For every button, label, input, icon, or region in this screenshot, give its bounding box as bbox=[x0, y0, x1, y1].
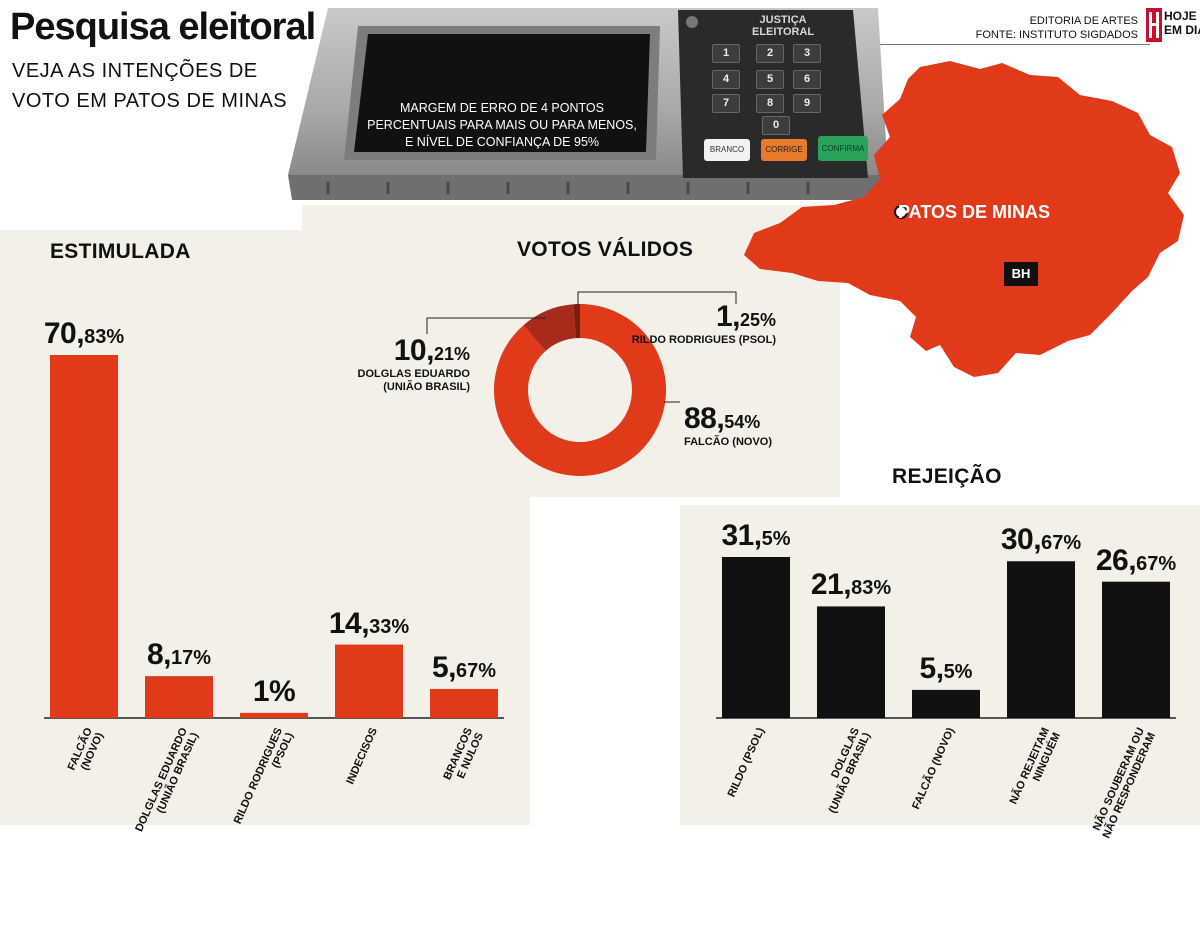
donut-value-0: 88,54% bbox=[684, 402, 864, 436]
votos-validos-title: VOTOS VÁLIDOS bbox=[517, 238, 694, 261]
credit-editoria: EDITORIA DE ARTES bbox=[1029, 15, 1138, 27]
credits: EDITORIA DE ARTES FONTE: INSTITUTO SIGDA… bbox=[976, 14, 1138, 42]
rejeicao-value-2-dec: 5% bbox=[943, 660, 973, 683]
city-marker-icon bbox=[894, 205, 908, 219]
donut-name-1-line-0: DOLGLAS EDUARDO bbox=[357, 368, 470, 380]
urn-key-4: 4 bbox=[712, 70, 740, 89]
donut-value-0-int: 88, bbox=[684, 402, 725, 435]
urn-key-3: 3 bbox=[793, 44, 821, 63]
logo-text: HOJE EM DIA bbox=[1164, 9, 1200, 37]
capital-label: BH bbox=[1004, 262, 1038, 286]
estimulada-value-1-dec: 17% bbox=[171, 647, 212, 670]
donut-value-2: 1,25% bbox=[596, 300, 776, 334]
donut-label-0: 88,54% FALCÃO (NOVO) bbox=[684, 402, 864, 449]
donut-name-1-line-1: (UNIÃO BRASIL) bbox=[383, 381, 470, 393]
rejeicao-value-3: 30,67% bbox=[981, 523, 1101, 557]
estimulada-value-3: 14,33% bbox=[309, 607, 429, 641]
newspaper-logo: HOJE EM DIA bbox=[1146, 8, 1200, 42]
rejeicao-value-1-dec: 83% bbox=[851, 577, 892, 600]
urn-key-2: 2 bbox=[756, 44, 784, 63]
urn-brand-line-1: JUSTIÇA bbox=[759, 14, 807, 26]
credit-source: FONTE: INSTITUTO SIGDADOS bbox=[975, 29, 1138, 41]
estimulada-value-3-int: 14, bbox=[328, 606, 370, 640]
rejeicao-value-0-dec: 5% bbox=[761, 528, 791, 550]
donut-label-2: 1,25% RILDO RODRIGUES (PSOL) bbox=[596, 300, 776, 347]
urn-brand-line-2: ELEITORAL bbox=[752, 26, 815, 38]
rejeicao-value-3-int: 30, bbox=[1000, 523, 1042, 557]
estimulada-value-4-dec: 67% bbox=[456, 659, 497, 682]
rejeicao-value-4: 26,67% bbox=[1076, 544, 1196, 578]
urn-key-0: 0 bbox=[762, 116, 790, 135]
urn-key-7: 7 bbox=[712, 94, 740, 113]
donut-value-2-int: 1, bbox=[715, 300, 741, 333]
rejeicao-value-1: 21,83% bbox=[791, 568, 911, 602]
note-line-3: E NÍVEL DE CONFIANÇA DE 95% bbox=[404, 135, 600, 149]
urn-base-ridges bbox=[326, 182, 810, 194]
donut-value-1-int: 10, bbox=[393, 334, 435, 367]
urn-key-8: 8 bbox=[756, 94, 784, 113]
urn-key-9: 9 bbox=[793, 94, 821, 113]
estimulada-value-0: 70,83% bbox=[24, 317, 144, 351]
urn-base bbox=[288, 175, 888, 200]
logo-mark-icon bbox=[1146, 8, 1162, 42]
estimulada-title: ESTIMULADA bbox=[50, 240, 191, 263]
urn-brand: JUSTIÇA ELEITORAL bbox=[752, 14, 814, 38]
note-line-1: MARGEM DE ERRO DE 4 PONTOS bbox=[400, 101, 604, 115]
urn-key-1: 1 bbox=[712, 44, 740, 63]
logo-text-line-2: EM DIA bbox=[1164, 23, 1200, 37]
logo-text-line-1: HOJE bbox=[1164, 9, 1197, 23]
donut-name-0-line-0: FALCÃO (NOVO) bbox=[684, 436, 772, 448]
rejeicao-value-4-int: 26, bbox=[1095, 543, 1137, 577]
estimulada-value-0-int: 70, bbox=[43, 317, 85, 350]
rejeicao-value-3-dec: 67% bbox=[1041, 532, 1082, 555]
minas-gerais-map bbox=[744, 61, 1184, 377]
branco-button: BRANCO bbox=[704, 139, 750, 161]
header-rule bbox=[860, 44, 1150, 45]
rejeicao-title: REJEIÇÃO bbox=[892, 465, 1002, 488]
rejeicao-value-2-int: 5, bbox=[919, 651, 945, 685]
estimulada-value-3-dec: 33% bbox=[369, 615, 410, 638]
estimulada-value-4: 5,67% bbox=[404, 651, 524, 685]
estimulada-value-1-int: 8, bbox=[146, 638, 172, 672]
estimulada-value-4-int: 5, bbox=[431, 650, 457, 684]
rejeicao-value-4-dec: 67% bbox=[1136, 552, 1177, 575]
margin-of-error-note: MARGEM DE ERRO DE 4 PONTOS PERCENTUAIS P… bbox=[362, 100, 642, 151]
estimulada-value-0-dec: 83% bbox=[84, 326, 125, 348]
donut-value-1-dec: 21% bbox=[433, 344, 470, 364]
urn-key-5: 5 bbox=[756, 70, 784, 89]
donut-value-1: 10,21% bbox=[290, 334, 470, 368]
rejeicao-value-1-int: 21, bbox=[810, 568, 852, 602]
donut-value-0-dec: 54% bbox=[724, 412, 761, 432]
estimulada-value-2-int: 1% bbox=[252, 674, 296, 708]
subtitle-line-2: VOTO EM PATOS DE MINAS bbox=[12, 90, 288, 112]
estimulada-value-2: 1% bbox=[214, 675, 334, 709]
urn-screen bbox=[354, 34, 650, 152]
donut-label-1: 10,21% DOLGLAS EDUARDO (UNIÃO BRASIL) bbox=[290, 334, 470, 394]
city-label: PATOS DE MINAS bbox=[898, 202, 1051, 222]
donut-name-2-line-0: RILDO RODRIGUES (PSOL) bbox=[631, 334, 776, 346]
estimulada-value-1: 8,17% bbox=[119, 638, 239, 672]
donut-value-2-dec: 25% bbox=[739, 310, 776, 330]
rejeicao-value-0: 31,5% bbox=[696, 519, 816, 553]
urn-key-6: 6 bbox=[793, 70, 821, 89]
coat-of-arms-icon bbox=[686, 16, 698, 28]
state-shape bbox=[744, 61, 1184, 377]
page-title: Pesquisa eleitoral bbox=[10, 6, 316, 48]
rejeicao-value-2: 5,5% bbox=[886, 652, 1006, 686]
subtitle-line-1: VEJA AS INTENÇÕES DE bbox=[12, 60, 258, 82]
confirma-button: CONFIRMA bbox=[818, 136, 868, 161]
corrige-button: CORRIGE bbox=[761, 139, 807, 161]
note-line-2: PERCENTUAIS PARA MAIS OU PARA MENOS, bbox=[367, 118, 637, 132]
rejeicao-value-0-int: 31, bbox=[721, 519, 762, 552]
